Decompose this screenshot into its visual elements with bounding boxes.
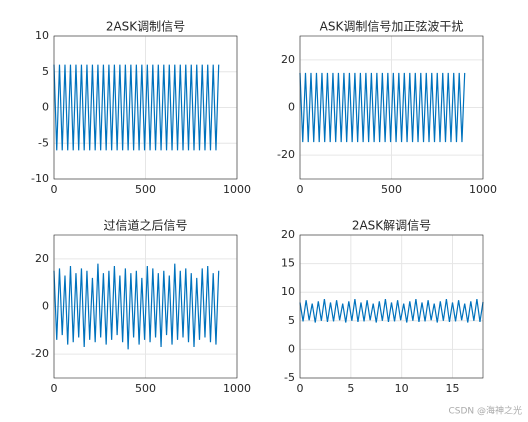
y-tick-label: -5 [38,136,49,149]
y-tick-label: -20 [277,148,295,161]
y-tick-label: 10 [35,29,49,42]
x-tick-label: 0 [297,382,304,395]
x-tick-label: 1000 [223,382,251,395]
y-tick-label: 20 [35,252,49,265]
axes-box [53,234,238,379]
signal-line [53,64,220,151]
axes-background [300,235,483,378]
y-tick-label: -5 [284,371,295,384]
signal-line [299,298,484,323]
x-tick-label: 0 [51,183,58,196]
x-tick-label: 5 [347,382,354,395]
chart-title: 过信道之后信号 [103,219,187,233]
x-tick-label: 15 [446,382,460,395]
y-tick-label: 0 [288,342,295,355]
y-tick-label: 20 [281,228,295,241]
x-tick-label: 1000 [469,183,497,196]
watermark: CSDN @海神之光 [448,405,522,417]
signal-line [299,72,466,143]
x-tick-label: 0 [297,183,304,196]
x-tick-label: 500 [381,183,402,196]
chart-title: 2ASK解调信号 [352,219,431,233]
chart-title: 2ASK调制信号 [106,20,185,34]
y-tick-label: 0 [42,300,49,313]
x-tick-label: 0 [51,382,58,395]
y-tick-label: 15 [281,257,295,270]
x-tick-label: 10 [395,382,409,395]
axes-box [299,35,484,180]
y-tick-label: 5 [288,314,295,327]
x-tick-label: 500 [135,382,156,395]
y-tick-label: 10 [281,285,295,298]
y-tick-label: -10 [31,172,49,185]
axes-box [53,35,238,180]
y-tick-label: -20 [31,347,49,360]
y-tick-label: 20 [281,53,295,66]
axes-box [299,234,484,379]
y-tick-label: 0 [42,101,49,114]
x-tick-label: 1000 [223,183,251,196]
y-tick-label: 5 [42,65,49,78]
x-tick-label: 500 [135,183,156,196]
signal-line [53,263,220,350]
chart-title: ASK调制信号加正弦波干扰 [320,19,464,34]
y-tick-label: 0 [288,101,295,114]
